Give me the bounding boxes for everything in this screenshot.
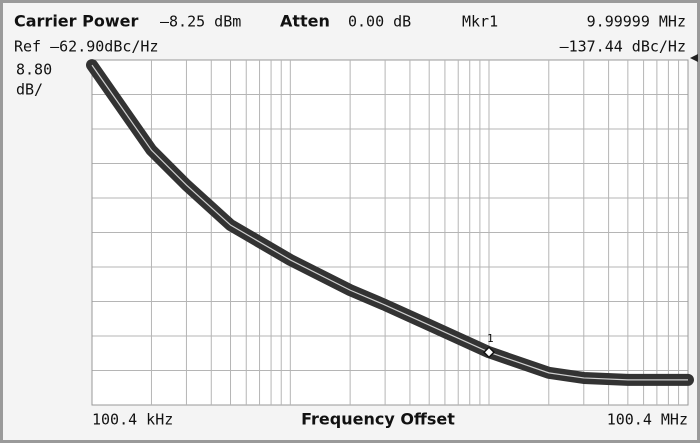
- marker-freq: 9.99999 MHz: [587, 13, 686, 31]
- marker-id: 1: [487, 332, 494, 345]
- carrier-label: Carrier Power: [14, 12, 138, 31]
- scale-unit: dB/: [16, 81, 43, 99]
- x-tick-label: 100.4 kHz: [92, 411, 173, 429]
- x-tick-label: 100.4 MHz: [607, 411, 688, 429]
- scale-value: 8.80: [16, 61, 52, 79]
- carrier-value: –8.25 dBm: [160, 13, 241, 31]
- marker-level: –137.44 dBc/Hz: [560, 38, 686, 56]
- marker-label: Mkr1: [462, 13, 498, 31]
- reference: Ref –62.90dBc/Hz: [14, 38, 159, 56]
- atten-value: 0.00 dB: [348, 13, 411, 31]
- atten-label: Atten: [280, 12, 330, 31]
- overflow-arrow: [690, 54, 698, 62]
- x-axis-label: Frequency Offset: [301, 410, 455, 429]
- marker: [482, 346, 496, 359]
- trace-average: [91, 64, 688, 381]
